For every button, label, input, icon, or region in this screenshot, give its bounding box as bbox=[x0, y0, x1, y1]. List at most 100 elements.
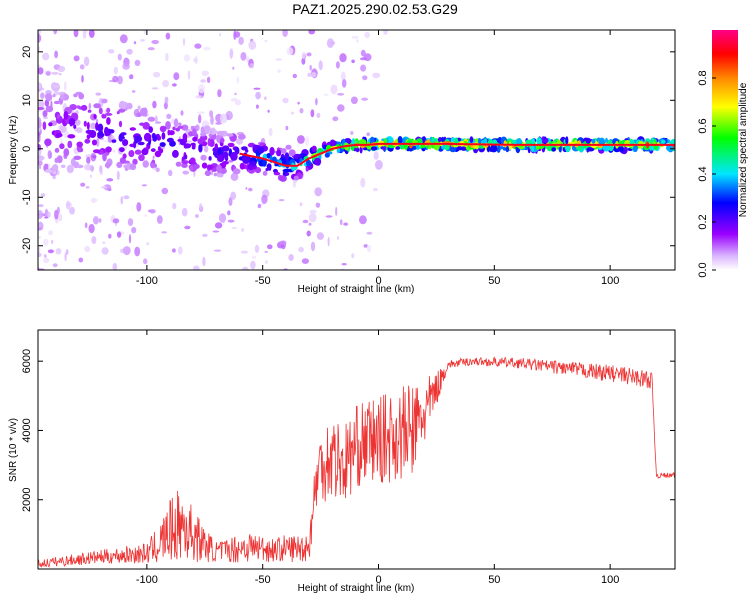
ridge-blob bbox=[648, 144, 653, 150]
noise-blob bbox=[193, 265, 200, 270]
noise-blob bbox=[151, 87, 159, 90]
noise-blob bbox=[182, 37, 186, 46]
noise-blob bbox=[133, 41, 137, 45]
ridge-blob bbox=[173, 118, 179, 128]
noise-blob bbox=[261, 194, 268, 204]
ridge-blob bbox=[95, 92, 102, 96]
ridge-blob bbox=[505, 145, 510, 153]
noise-blob bbox=[330, 84, 338, 95]
ridge-blob bbox=[38, 144, 41, 148]
noise-blob bbox=[147, 209, 152, 212]
ridge-blob bbox=[362, 147, 368, 151]
ridge-blob bbox=[273, 171, 281, 176]
noise-blob bbox=[40, 193, 46, 197]
noise-blob bbox=[38, 100, 45, 108]
ridge-blob bbox=[123, 164, 129, 168]
noise-blob bbox=[173, 72, 180, 81]
noise-blob bbox=[186, 140, 192, 143]
ridge-blob bbox=[38, 107, 45, 110]
noise-blob bbox=[335, 61, 340, 69]
ridge-blob bbox=[608, 140, 613, 144]
noise-blob bbox=[302, 219, 309, 224]
noise-blob bbox=[306, 230, 311, 237]
noise-blob bbox=[184, 225, 191, 230]
noise-blob bbox=[217, 89, 222, 98]
noise-blob bbox=[64, 252, 67, 262]
ridge-blob bbox=[222, 161, 229, 165]
ridge-blob bbox=[370, 146, 378, 151]
ridge-blob bbox=[475, 142, 479, 150]
noise-blob bbox=[53, 89, 59, 96]
colorbar: 0.0 0.2 0.4 0.6 0.8 Normalized spectral ampl… bbox=[697, 30, 749, 278]
ridge-blob bbox=[613, 145, 621, 153]
noise-blob bbox=[366, 132, 371, 137]
noise-blob bbox=[202, 256, 206, 267]
noise-blob bbox=[52, 263, 58, 268]
ridge-blob bbox=[238, 133, 246, 140]
noise-blob bbox=[42, 52, 50, 61]
ridge-blob bbox=[242, 155, 250, 164]
ridge-blob bbox=[543, 137, 549, 144]
snr-background bbox=[38, 330, 675, 569]
noise-blob bbox=[119, 34, 128, 44]
noise-blob bbox=[65, 249, 69, 255]
ridge-blob bbox=[499, 146, 504, 150]
noise-blob bbox=[198, 84, 206, 94]
snr-ticks: -100 -50 0 50 100 2000 4000 6000 bbox=[21, 330, 675, 586]
noise-blob bbox=[360, 177, 366, 188]
ridge-blob bbox=[305, 167, 309, 172]
ridge-blob bbox=[44, 99, 50, 107]
noise-blob bbox=[152, 100, 157, 109]
ridge-blob bbox=[142, 122, 150, 130]
ridge-blob bbox=[141, 148, 149, 156]
ridge-blob bbox=[395, 146, 401, 150]
ridge-blob bbox=[122, 153, 127, 159]
noise-blob bbox=[254, 244, 260, 253]
snr-ylabel: SNR (10 * v/v) bbox=[8, 418, 19, 482]
ridge-blob bbox=[198, 143, 203, 153]
ridge-blob bbox=[193, 164, 200, 169]
ridge-blob bbox=[99, 165, 103, 173]
ridge-blob bbox=[122, 139, 129, 146]
noise-blob bbox=[43, 116, 48, 120]
noise-blob bbox=[297, 101, 300, 105]
ridge-blob bbox=[137, 105, 141, 111]
noise-blob bbox=[110, 135, 115, 140]
noise-blob bbox=[253, 87, 261, 90]
noise-blob bbox=[162, 79, 170, 88]
ridge-blob bbox=[284, 172, 290, 176]
noise-blob bbox=[90, 122, 96, 130]
noise-blob bbox=[213, 249, 222, 252]
ridge-blob bbox=[192, 136, 198, 142]
noise-blob bbox=[142, 160, 149, 168]
noise-blob bbox=[73, 55, 80, 62]
noise-blob bbox=[297, 135, 305, 144]
ridge-blob bbox=[52, 171, 57, 175]
colorbar-tick-label: 0.4 bbox=[697, 166, 709, 181]
ridge-blob bbox=[216, 164, 223, 173]
noise-blob bbox=[267, 244, 273, 250]
noise-blob bbox=[282, 30, 288, 37]
noise-blob bbox=[227, 219, 235, 223]
spectrogram-frame bbox=[37, 29, 676, 271]
noise-blob bbox=[252, 255, 257, 259]
ridge-blob bbox=[469, 136, 474, 144]
noise-blob bbox=[52, 175, 56, 180]
ridge-blob bbox=[276, 149, 282, 157]
ridge-blob bbox=[138, 154, 145, 162]
noise-blob bbox=[325, 215, 333, 218]
ridge-blob bbox=[181, 160, 189, 165]
noise-blob bbox=[316, 232, 324, 240]
ridge-blob bbox=[73, 124, 77, 129]
noise-blob bbox=[309, 64, 313, 71]
noise-blob bbox=[172, 248, 176, 253]
ridge-blob bbox=[92, 155, 97, 159]
noise-blob bbox=[305, 136, 309, 146]
noise-blob bbox=[335, 206, 338, 216]
noise-blob bbox=[164, 96, 169, 104]
colorbar-tick-label: 0.2 bbox=[697, 214, 709, 229]
noise-blob bbox=[131, 90, 136, 93]
spectrogram-xtick-label: -50 bbox=[255, 275, 271, 287]
ridge-blob bbox=[134, 149, 142, 155]
